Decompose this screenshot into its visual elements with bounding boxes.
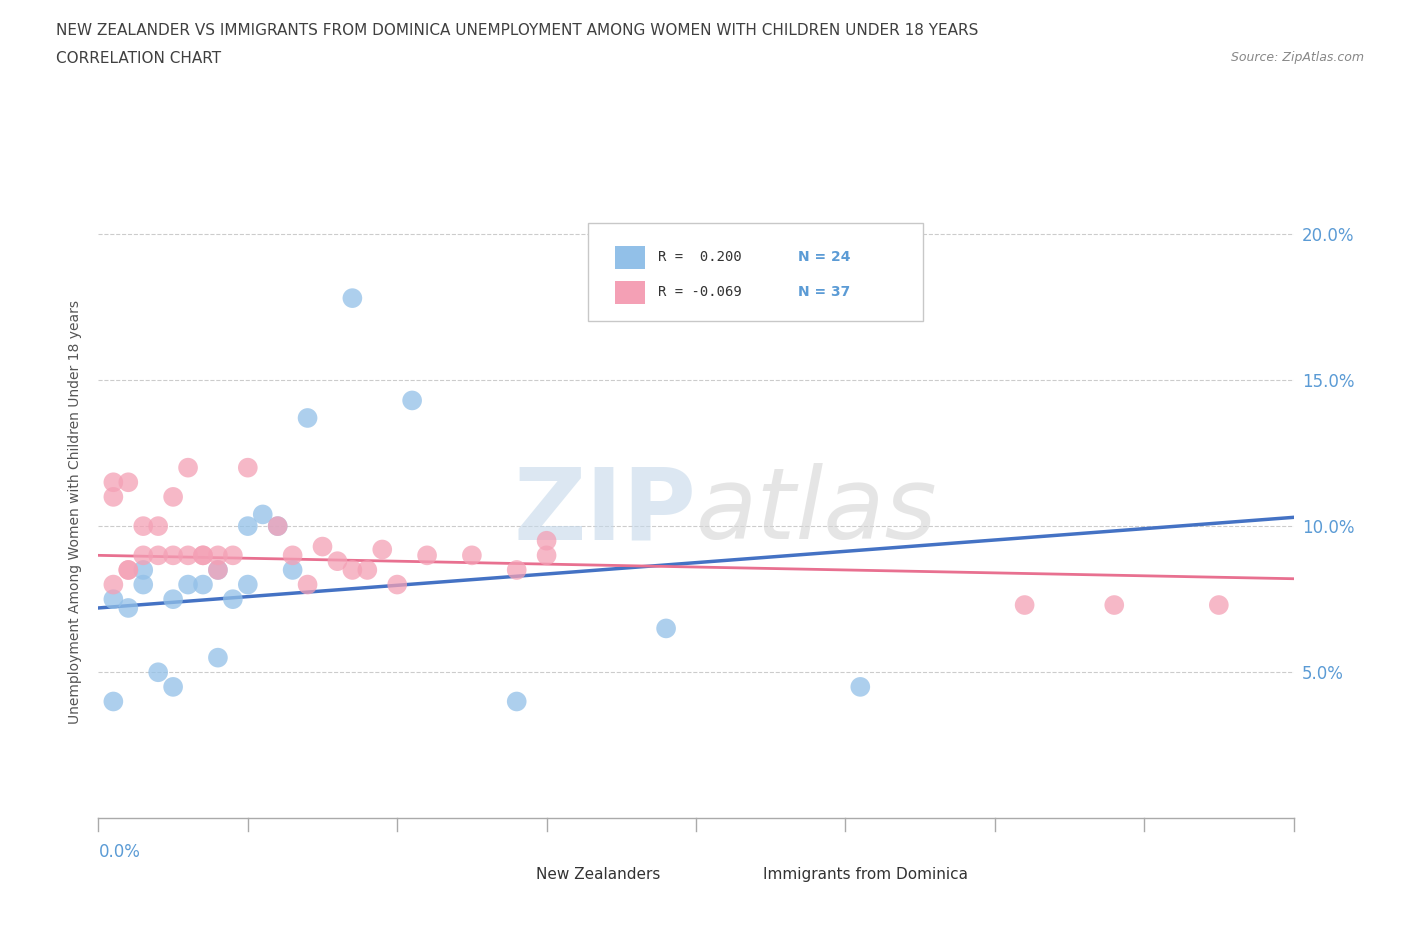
- Point: [1102, 598, 1125, 613]
- Point: [117, 563, 139, 578]
- Point: [162, 591, 184, 606]
- Point: [103, 489, 125, 504]
- Point: [461, 548, 484, 563]
- Point: [191, 548, 214, 563]
- Point: [117, 563, 139, 578]
- Y-axis label: Unemployment Among Women with Children Under 18 years: Unemployment Among Women with Children U…: [67, 299, 82, 724]
- Point: [536, 548, 558, 563]
- Point: [342, 291, 364, 306]
- Point: [162, 680, 184, 695]
- Point: [177, 578, 200, 592]
- Point: [236, 519, 259, 534]
- FancyBboxPatch shape: [614, 281, 644, 304]
- Text: CORRELATION CHART: CORRELATION CHART: [56, 51, 221, 66]
- Point: [536, 533, 558, 548]
- Text: New Zealanders: New Zealanders: [536, 868, 661, 883]
- Point: [132, 563, 155, 578]
- Point: [506, 694, 529, 709]
- Point: [177, 460, 200, 475]
- Text: 0.0%: 0.0%: [98, 843, 141, 861]
- Point: [132, 578, 155, 592]
- Text: N = 37: N = 37: [797, 286, 849, 299]
- Text: N = 24: N = 24: [797, 250, 851, 264]
- Point: [103, 475, 125, 490]
- Point: [267, 519, 290, 534]
- Text: NEW ZEALANDER VS IMMIGRANTS FROM DOMINICA UNEMPLOYMENT AMONG WOMEN WITH CHILDREN: NEW ZEALANDER VS IMMIGRANTS FROM DOMINIC…: [56, 23, 979, 38]
- Text: ZIP: ZIP: [513, 463, 696, 560]
- Point: [342, 563, 364, 578]
- Point: [132, 519, 155, 534]
- Point: [1014, 598, 1036, 613]
- Point: [236, 578, 259, 592]
- Point: [297, 410, 319, 425]
- FancyBboxPatch shape: [614, 246, 644, 269]
- Point: [252, 507, 274, 522]
- Point: [416, 548, 439, 563]
- Point: [326, 553, 349, 568]
- Point: [103, 694, 125, 709]
- Point: [267, 519, 290, 534]
- Point: [117, 475, 139, 490]
- Point: [162, 489, 184, 504]
- Point: [117, 601, 139, 616]
- Point: [222, 591, 245, 606]
- Point: [356, 563, 378, 578]
- Text: R =  0.200: R = 0.200: [658, 250, 741, 264]
- FancyBboxPatch shape: [588, 223, 922, 321]
- Point: [1208, 598, 1230, 613]
- Point: [236, 460, 259, 475]
- Point: [191, 578, 214, 592]
- Point: [132, 548, 155, 563]
- Point: [177, 548, 200, 563]
- Text: Immigrants from Dominica: Immigrants from Dominica: [763, 868, 967, 883]
- Point: [148, 548, 170, 563]
- Point: [148, 519, 170, 534]
- Point: [222, 548, 245, 563]
- Point: [655, 621, 678, 636]
- Point: [207, 548, 229, 563]
- Point: [191, 548, 214, 563]
- Point: [281, 563, 304, 578]
- Point: [849, 680, 872, 695]
- Point: [401, 393, 423, 408]
- Point: [207, 563, 229, 578]
- Point: [103, 591, 125, 606]
- Point: [385, 578, 409, 592]
- Text: atlas: atlas: [696, 463, 938, 560]
- Point: [162, 548, 184, 563]
- Point: [281, 548, 304, 563]
- Point: [311, 539, 333, 554]
- Point: [506, 563, 529, 578]
- Point: [207, 650, 229, 665]
- Point: [371, 542, 394, 557]
- Text: R = -0.069: R = -0.069: [658, 286, 741, 299]
- FancyBboxPatch shape: [720, 868, 756, 883]
- Point: [103, 578, 125, 592]
- Point: [148, 665, 170, 680]
- FancyBboxPatch shape: [494, 868, 529, 883]
- Point: [297, 578, 319, 592]
- Text: Source: ZipAtlas.com: Source: ZipAtlas.com: [1230, 51, 1364, 64]
- Point: [207, 563, 229, 578]
